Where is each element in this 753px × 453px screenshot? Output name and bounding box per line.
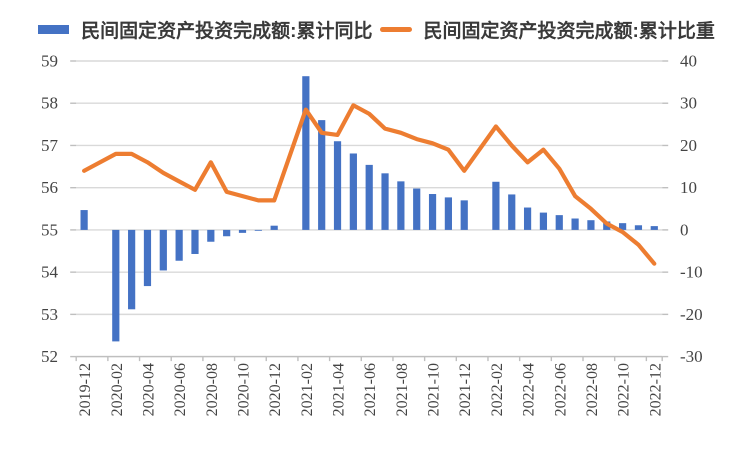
legend-label: 民间固定资产投资完成额:累计同比: [81, 21, 373, 42]
x-axis-tick-label: 2022-04: [521, 363, 538, 416]
bar-2021-10: [428, 194, 437, 230]
bar-2020-10: [238, 229, 247, 233]
x-axis-tick-label: 2021-02: [299, 363, 316, 416]
x-axis-tick-label: 2020-06: [172, 363, 189, 416]
bar-2022-07: [571, 218, 579, 230]
bar-2020-05: [159, 229, 167, 271]
bar-2022-04: [523, 207, 532, 230]
bar-2022-02: [492, 181, 500, 230]
right-axis-tick-label: -30: [680, 347, 703, 366]
x-axis-tick-label: 2022-10: [616, 363, 633, 416]
bar-2020-08: [207, 229, 215, 242]
x-axis-tick-label: 2019-12: [77, 363, 94, 416]
left-axis-tick-label: 58: [41, 94, 58, 113]
line-series: [81, 103, 657, 266]
x-axis-tick-label: 2022-06: [552, 363, 569, 416]
bar-2019-12: [80, 210, 88, 230]
bar-2022-10: [619, 223, 627, 230]
bar-2022-12: [650, 226, 658, 230]
bar-2022-06: [555, 215, 563, 230]
right-axis-tick-label: -20: [680, 305, 703, 324]
bar-2020-07: [191, 229, 199, 254]
bar-2020-02: [112, 229, 120, 342]
x-axis-tick-label: 2021-10: [426, 363, 443, 416]
left-axis-tick-label: 54: [41, 263, 59, 282]
right-axis-tick-label: 10: [680, 178, 697, 197]
bar-series-swatch-icon: [38, 25, 70, 34]
x-axis-tick-label: 2020-08: [204, 363, 221, 416]
bar-2020-04: [143, 229, 152, 287]
bar-2021-07: [381, 173, 389, 230]
bar-2020-03: [128, 229, 136, 310]
right-axis-tick-label: 30: [680, 94, 697, 113]
bar-2021-06: [365, 164, 373, 230]
right-axis-tick-label: -10: [680, 263, 703, 282]
bar-2021-12: [460, 200, 468, 230]
x-axis-tick-label: 2021-04: [331, 363, 348, 416]
legend-item-line-series: 民间固定资产投资完成额:累计比重: [379, 16, 715, 43]
x-axis-tick-label: 2020-10: [235, 363, 252, 416]
bar-2022-11: [634, 225, 643, 230]
bar-2021-04: [333, 141, 342, 230]
left-axis-tick-label: 53: [41, 305, 58, 324]
bar-2021-02: [302, 76, 310, 230]
bar-2020-11: [254, 229, 262, 231]
bar-2021-03: [318, 120, 326, 230]
x-axis-tick-label: 2022-08: [584, 363, 601, 416]
x-axis-tick-label: 2021-06: [362, 363, 379, 416]
right-axis-tick-label: 40: [680, 52, 697, 71]
x-axis-tick-label: 2022-02: [489, 363, 506, 416]
bar-2021-09: [413, 188, 421, 230]
bar-2021-11: [444, 197, 452, 230]
bar-2021-08: [397, 181, 405, 230]
line-series-swatch-icon: [379, 27, 412, 32]
bar-2020-09: [223, 229, 231, 237]
left-axis-tick-label: 56: [41, 178, 58, 197]
x-axis-tick-label: 2021-08: [394, 363, 411, 416]
bar-2020-12: [270, 225, 278, 230]
legend-label: 民间固定资产投资完成额:累计比重: [423, 21, 715, 42]
bar-2022-03: [508, 194, 516, 230]
left-axis-tick-label: 52: [41, 347, 58, 366]
x-axis-tick-label: 2020-04: [140, 363, 157, 416]
left-axis-tick-label: 55: [41, 220, 58, 239]
bar-2022-08: [587, 220, 595, 230]
left-axis-tick-label: 59: [41, 52, 58, 71]
bar-2021-05: [349, 153, 357, 230]
legend-item-bar-series: 民间固定资产投资完成额:累计同比: [38, 16, 373, 43]
bar-2022-05: [539, 212, 548, 230]
x-axis-tick-label: 2022-12: [647, 363, 664, 416]
right-axis-tick-label: 0: [680, 220, 689, 239]
x-axis-tick-label: 2020-02: [109, 363, 126, 416]
x-axis-tick-label: 2020-12: [267, 363, 284, 416]
chart-legend: 民间固定资产投资完成额:累计同比 民间固定资产投资完成额:累计比重: [0, 16, 753, 43]
left-axis-tick-label: 57: [41, 136, 59, 155]
x-axis-tick-label: 2021-12: [457, 363, 474, 416]
bar-2020-06: [175, 229, 183, 261]
right-axis-tick-label: 20: [680, 136, 697, 155]
